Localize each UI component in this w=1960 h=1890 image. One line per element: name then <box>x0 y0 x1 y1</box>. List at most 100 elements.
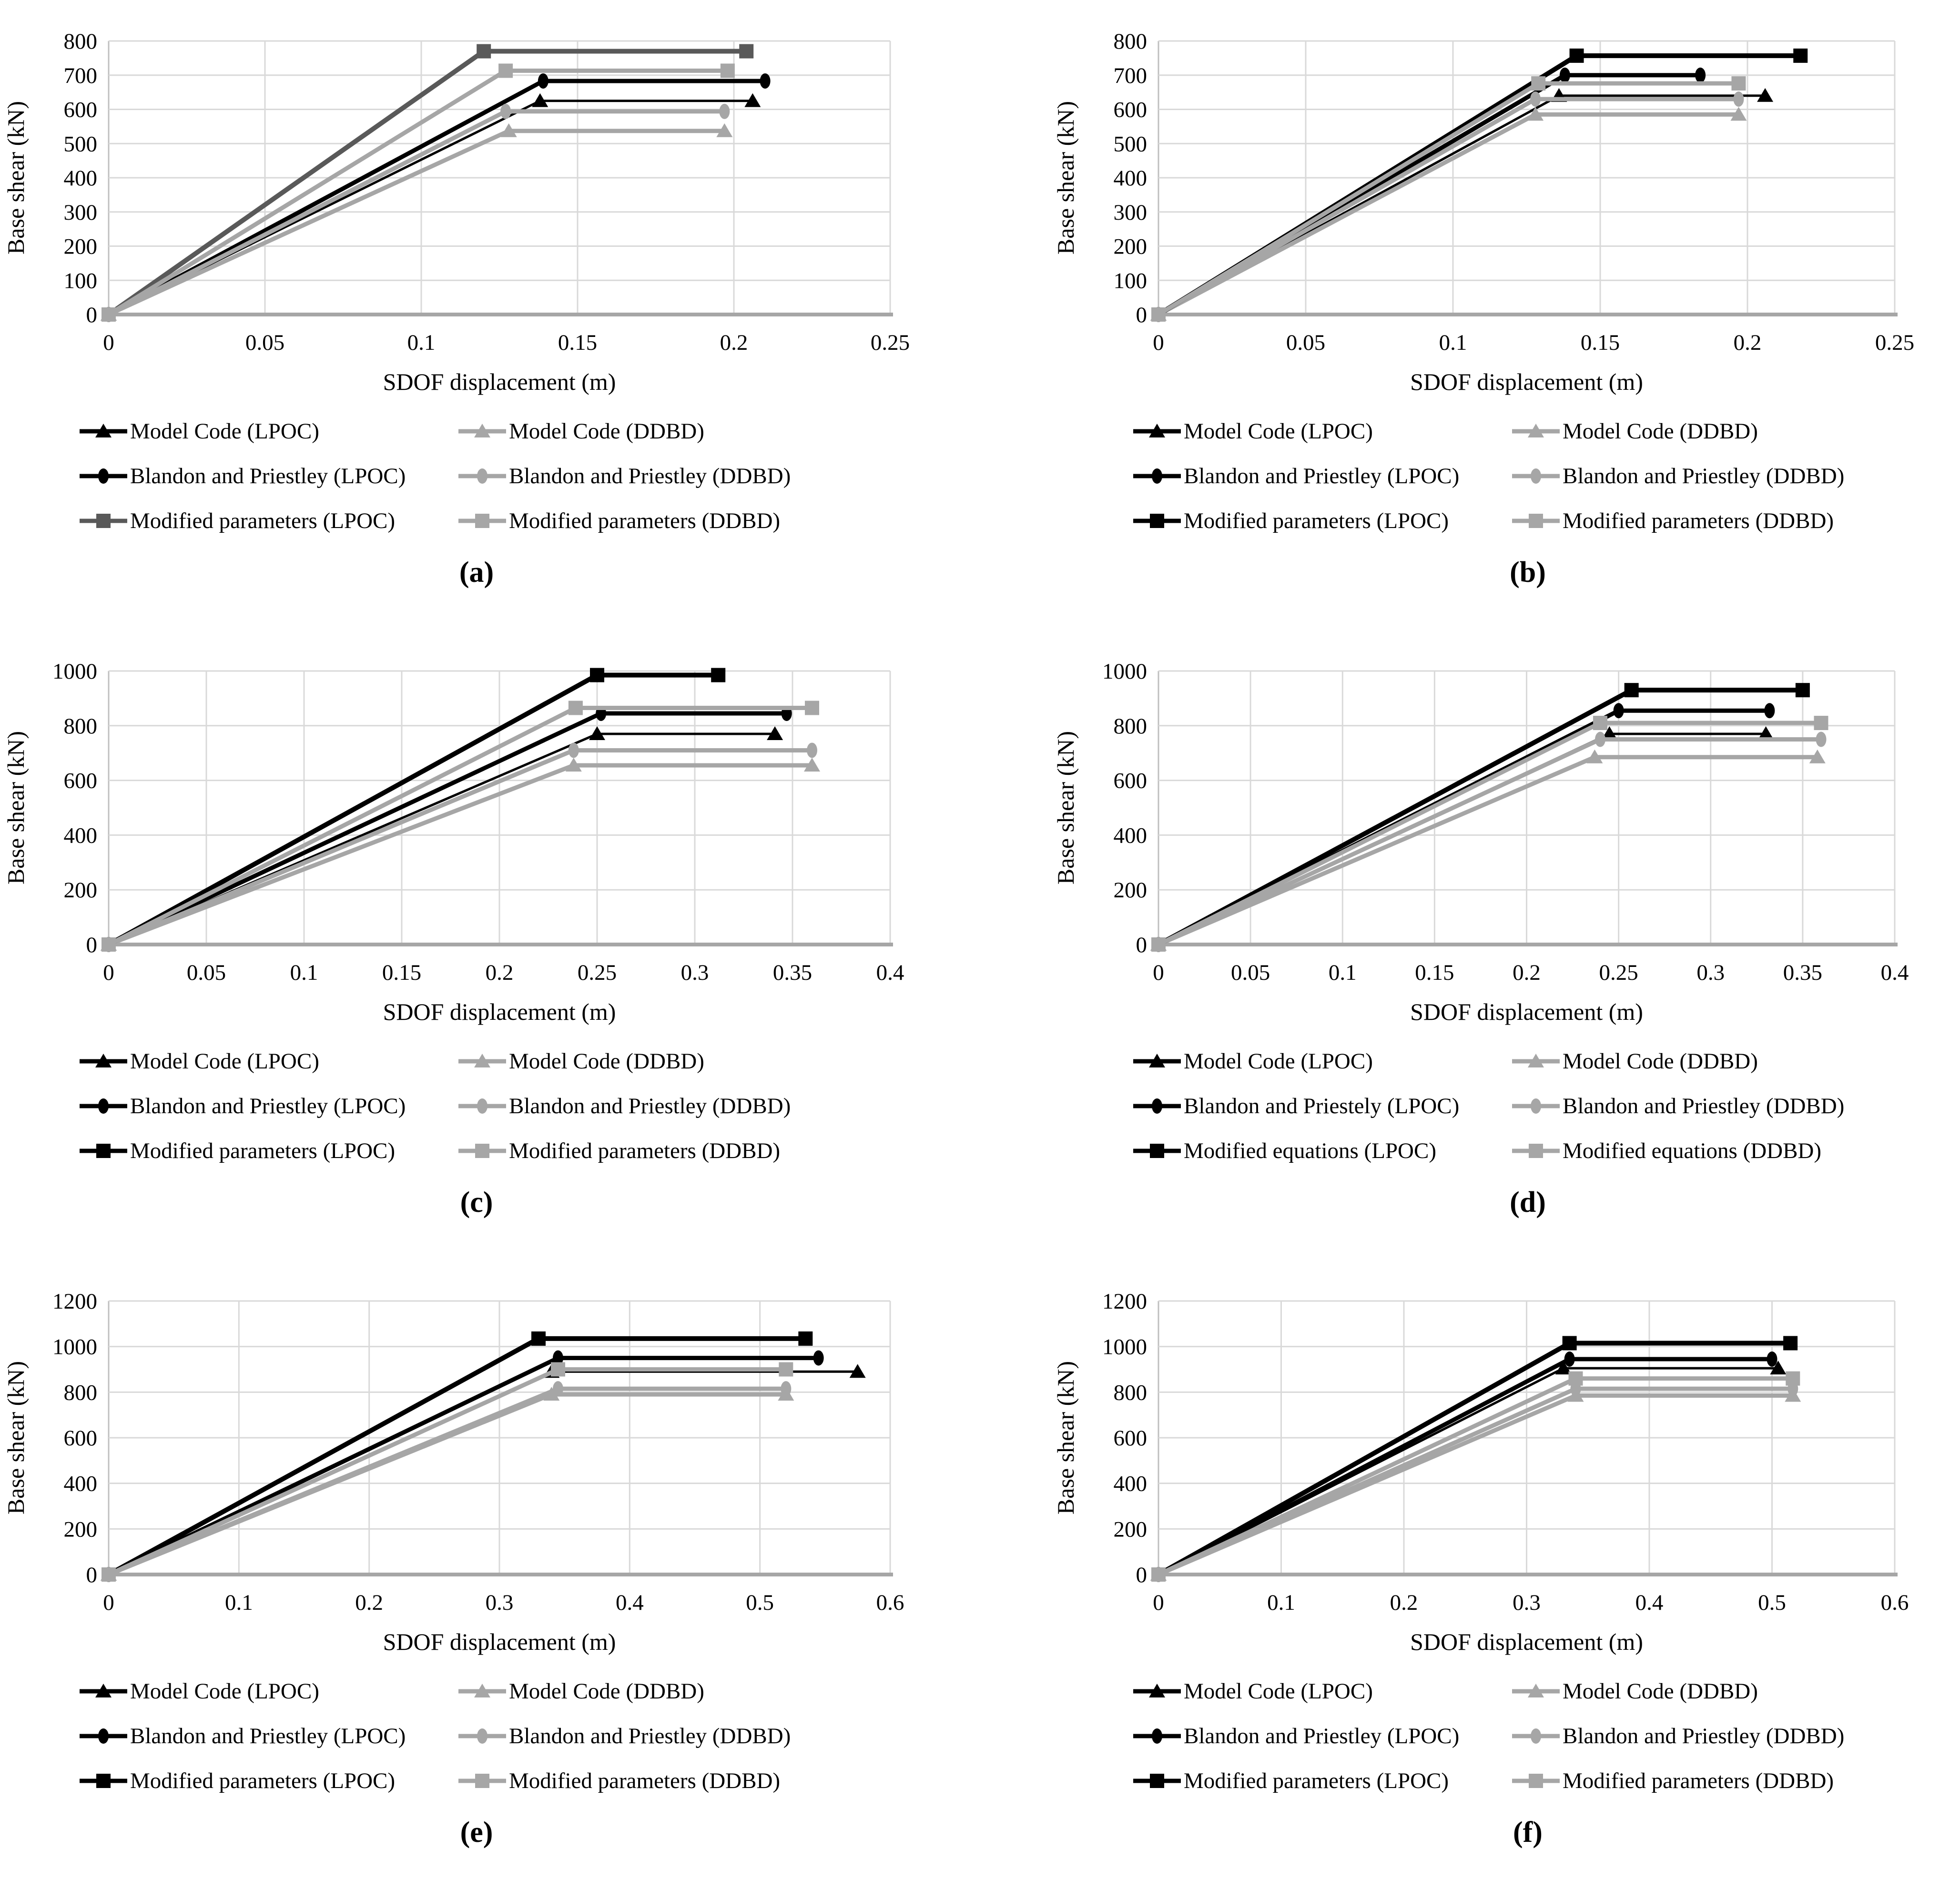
x-tick-label: 0.35 <box>1783 960 1822 985</box>
x-tick-label: 0.05 <box>187 960 226 985</box>
legend-label: Model Code (DDBD) <box>509 1049 704 1074</box>
legend-key-circle-icon <box>1512 1728 1560 1744</box>
x-tick-label: 0.25 <box>1875 330 1914 355</box>
square-marker <box>1814 716 1828 731</box>
x-tick-label: 0.15 <box>382 960 421 985</box>
y-axis-title: Base shear (kN) <box>2 101 29 254</box>
legend-key-triangle-icon <box>1512 1054 1560 1067</box>
legend-key-circle-icon <box>1133 1098 1181 1114</box>
circle-marker <box>1559 67 1570 83</box>
chart-c: 0 200 400 600 800 1000 0 0.05 0.1 0.15 0.2 0.25 0.3 0… <box>2 659 904 1025</box>
y-tick-label: 400 <box>64 823 98 848</box>
series-line <box>1158 1393 1793 1577</box>
legend-key-circle-icon <box>458 468 506 484</box>
legend-key-circle-icon <box>80 1728 127 1744</box>
series-line <box>1158 737 1821 947</box>
legend-item: Blandon and Priestley (DDBD) <box>457 1093 836 1119</box>
x-tick-label: 0.15 <box>1415 960 1454 985</box>
legend-row: Blandon and Priestley (LPOC) Blandon and … <box>0 463 980 489</box>
legend-label: Blandon and Priestley (DDBD) <box>1563 464 1845 488</box>
triangle-marker <box>565 758 582 772</box>
x-tick-label: 0.1 <box>290 960 318 985</box>
x-tick-label: 0.3 <box>486 1590 514 1615</box>
legend-key-square-icon <box>1133 1144 1181 1158</box>
circle-marker <box>1564 1351 1575 1367</box>
legend-key-triangle-icon <box>80 1684 127 1697</box>
legend-label: Model Code (DDBD) <box>509 419 704 444</box>
series-line <box>1157 1357 1772 1576</box>
x-axis-title: SDOF displacement (m) <box>1410 1628 1643 1655</box>
circle-marker <box>1530 91 1541 107</box>
square-marker <box>739 44 754 59</box>
y-tick-label: 700 <box>64 63 98 88</box>
legend-key-circle-icon <box>458 1098 506 1114</box>
triangle-marker <box>500 123 517 137</box>
legend-item: Blandon and Priestley (LPOC) <box>1132 1723 1511 1749</box>
legend-key-square-icon <box>458 514 506 528</box>
panel-a: 0 100 200 300 400 500 600 700 800 0 0.05 0.1 0.15 0.2… <box>0 0 980 630</box>
x-tick-label: 0.15 <box>1581 330 1620 355</box>
square-marker <box>720 63 735 78</box>
legend-label: Model Code (LPOC) <box>1184 1049 1373 1074</box>
triangle-marker <box>1149 1054 1165 1067</box>
legend-key-square-icon <box>80 514 127 528</box>
legend-item: Model Code (LPOC) <box>79 1048 457 1074</box>
legend-key-circle-icon <box>1512 1098 1560 1114</box>
x-tick-label: 0.2 <box>355 1590 383 1615</box>
square-marker <box>498 63 513 78</box>
chart-f: 0 200 400 600 800 1000 1200 0 0.1 0.2 0.3 0.4 0.5 0.6… <box>1052 1289 1909 1655</box>
circle-marker <box>1764 703 1775 719</box>
legend-row: Modified parameters (LPOC) Modified param… <box>0 508 980 534</box>
legend-label: Model Code (DDBD) <box>1563 1679 1758 1704</box>
legend-row: Model Code (LPOC) Model Code (DDBD) <box>980 1048 1960 1074</box>
x-axis-title: SDOF displacement (m) <box>383 1628 616 1655</box>
legend-row: Modified parameters (LPOC) Modified param… <box>0 1138 980 1164</box>
y-tick-label: 100 <box>1114 268 1148 293</box>
legend-key-square-icon <box>80 1774 127 1788</box>
y-tick-label: 1200 <box>1102 1289 1147 1314</box>
legend-item: Modified equations (DDBD) <box>1511 1138 1890 1164</box>
legend-label: Blandon and Priestely (LPOC) <box>1184 1094 1460 1118</box>
circle-marker <box>98 1098 109 1114</box>
legend-row: Model Code (LPOC) Model Code (DDBD) <box>980 418 1960 444</box>
legend-row: Blandon and Priestley (LPOC) Blandon and … <box>0 1093 980 1119</box>
y-tick-label: 800 <box>64 1380 98 1405</box>
legend-key-square-icon <box>458 1144 506 1158</box>
x-tick-label: 0.05 <box>1231 960 1270 985</box>
circle-marker <box>1595 732 1605 747</box>
x-tick-label: 0.6 <box>1881 1590 1909 1615</box>
x-tick-label: 0.25 <box>1599 960 1638 985</box>
legend-label: Blandon and Priestley (DDBD) <box>1563 1094 1845 1118</box>
legend-key-circle-icon <box>1512 468 1560 484</box>
legend-item: Model Code (DDBD) <box>457 1048 836 1074</box>
legend-item: Model Code (DDBD) <box>1511 1678 1890 1704</box>
triangle-marker <box>474 424 490 437</box>
series-line <box>1157 688 1803 947</box>
y-tick-label: 0 <box>1136 1563 1148 1587</box>
circle-marker <box>98 468 109 484</box>
y-axis-title: Base shear (kN) <box>1052 101 1079 254</box>
y-tick-label: 800 <box>1114 714 1148 739</box>
legend-row: Modified parameters (LPOC) Modified param… <box>980 508 1960 534</box>
series-line <box>108 1386 786 1577</box>
triangle-marker <box>589 726 605 741</box>
circle-marker <box>1613 703 1624 719</box>
square-marker <box>711 668 726 682</box>
legend-item: Blandon and Priestley (DDBD) <box>1511 1093 1890 1119</box>
circle-marker <box>1816 732 1827 747</box>
legend-label: Model Code (LPOC) <box>1184 419 1373 444</box>
legend-item: Blandon and Priestley (DDBD) <box>457 463 836 489</box>
legend-label: Modified parameters (LPOC) <box>1184 508 1449 533</box>
legend-label: Model Code (LPOC) <box>130 1049 319 1074</box>
legend-key-square-icon <box>80 1144 127 1158</box>
legend-a: Model Code (LPOC) Model Code (DDBD) Blando… <box>0 418 980 534</box>
triangle-marker <box>1770 1361 1787 1375</box>
legend-item: Model Code (DDBD) <box>457 418 836 444</box>
square-marker <box>1151 1567 1166 1582</box>
legend-label: Modified parameters (DDBD) <box>1563 1768 1834 1793</box>
legend-label: Modified parameters (DDBD) <box>509 1138 781 1163</box>
y-tick-label: 100 <box>64 268 98 293</box>
legend-label: Blandon and Priestley (DDBD) <box>509 1724 791 1748</box>
legend-label: Blandon and Priestley (DDBD) <box>509 1094 791 1118</box>
square-marker <box>96 1144 111 1158</box>
